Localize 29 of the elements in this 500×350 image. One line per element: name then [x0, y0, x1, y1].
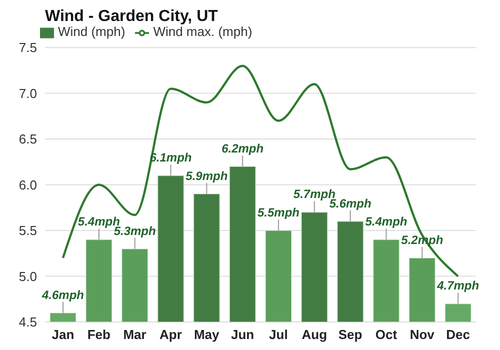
x-tick-label: Dec	[446, 327, 470, 342]
data-label: 4.7mph	[436, 278, 480, 293]
x-tick-label: Feb	[87, 327, 110, 342]
x-tick-label: Sep	[338, 327, 362, 342]
y-tick-label: 7.0	[18, 86, 37, 101]
x-tick-label: Nov	[410, 327, 436, 342]
data-label: 5.4mph	[365, 214, 408, 229]
y-tick-label: 5.0	[18, 268, 37, 284]
data-label: 5.5mph	[257, 206, 300, 220]
y-tick-label: 4.5	[18, 314, 37, 330]
data-label: 5.9mph	[186, 168, 228, 183]
x-tick-label: Oct	[375, 327, 398, 342]
x-tick-label: Jun	[230, 327, 254, 342]
y-tick-label: 7.5	[18, 40, 37, 56]
x-tick-label: Jul	[269, 327, 288, 342]
x-tick-label: Apr	[160, 327, 182, 342]
y-tick-label: 6.0	[18, 177, 37, 192]
y-tick-label: 5.5	[18, 223, 37, 238]
line-series	[62, 64, 460, 278]
x-tick-label: Aug	[302, 327, 328, 342]
y-tick-label: 6.5	[18, 132, 37, 147]
data-label: 6.2mph	[222, 141, 264, 156]
x-tick-label: May	[194, 327, 220, 342]
x-tick-label: Jan	[52, 327, 74, 342]
data-label: 4.6mph	[40, 288, 84, 302]
legend-label: Wind (mph)	[58, 24, 126, 39]
x-tick-label: Mar	[123, 327, 146, 342]
legend-label: Wind max. (mph)	[153, 24, 252, 39]
chart-title: Wind - Garden City, UT	[44, 8, 219, 26]
